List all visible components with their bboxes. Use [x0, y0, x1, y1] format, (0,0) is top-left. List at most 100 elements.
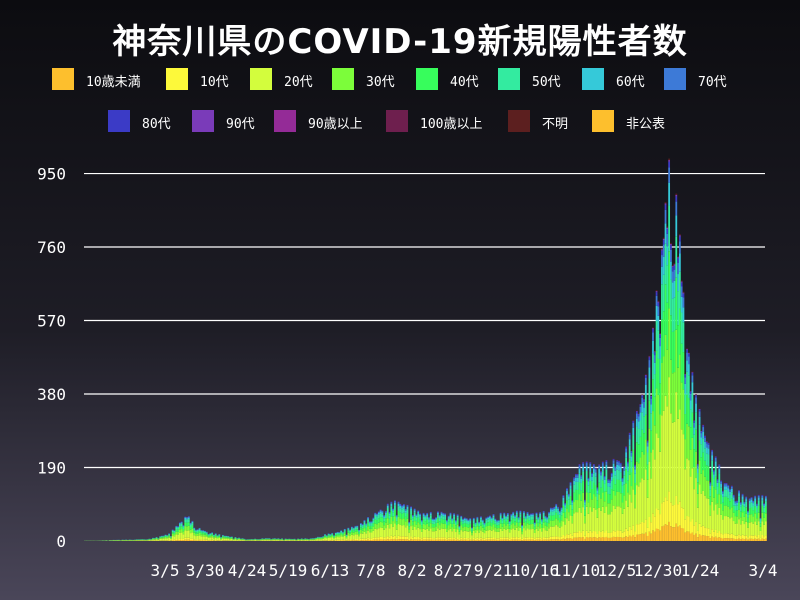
bar-segment — [220, 537, 222, 539]
bar-segment — [542, 522, 545, 529]
bar-segment — [428, 522, 430, 527]
bar-segment — [399, 512, 402, 519]
bar-segment — [187, 516, 190, 518]
bar-segment — [582, 537, 584, 541]
bar-segment — [211, 532, 214, 534]
bar-segment — [410, 539, 412, 541]
bar-segment — [465, 519, 468, 521]
bar-segment — [476, 517, 479, 519]
bar-segment — [655, 290, 658, 291]
bar-segment — [196, 535, 199, 540]
bar-segment — [431, 521, 434, 524]
bar-segment — [557, 526, 559, 537]
bar-segment — [580, 500, 583, 513]
bar-segment — [693, 434, 696, 450]
bar-segment — [431, 539, 434, 541]
bar-segment — [413, 536, 416, 540]
bar-segment — [431, 538, 434, 540]
bar-segment — [431, 519, 434, 522]
bar-segment — [714, 536, 717, 541]
bar-segment — [178, 538, 181, 541]
bar-segment — [458, 529, 461, 532]
bar-segment — [367, 539, 369, 541]
bar-segment — [394, 535, 396, 539]
bar-segment — [277, 539, 280, 541]
bar-segment — [367, 537, 369, 540]
bar-segment — [164, 536, 167, 538]
bar-segment — [718, 537, 721, 541]
bar-segment — [625, 528, 628, 537]
bar-segment — [480, 516, 482, 518]
bar-segment — [379, 527, 382, 537]
bar-segment — [632, 421, 635, 424]
bar-segment — [490, 537, 493, 540]
bar-segment — [756, 539, 758, 541]
bar-segment — [207, 535, 210, 537]
bar-segment — [377, 537, 380, 540]
bar-segment — [687, 397, 690, 427]
bar-segment — [695, 429, 697, 452]
bar-segment — [372, 530, 375, 538]
bar-segment — [524, 525, 527, 531]
bar-segment — [420, 522, 423, 526]
bar-segment — [551, 539, 554, 541]
bar-segment — [422, 537, 425, 540]
bar-segment — [689, 449, 692, 477]
bar-segment — [627, 530, 629, 538]
bar-segment — [316, 537, 319, 538]
bar-segment — [582, 530, 584, 538]
bar-segment — [397, 524, 400, 536]
bar-segment — [562, 521, 565, 536]
bar-segment — [370, 521, 373, 523]
bar-segment — [512, 513, 515, 516]
bar-segment — [641, 403, 644, 413]
bar-segment — [320, 537, 323, 538]
bar-segment — [415, 524, 418, 530]
bar-segment — [463, 523, 466, 527]
bar-segment — [546, 517, 549, 519]
bar-segment — [592, 473, 595, 483]
bar-segment — [270, 540, 273, 541]
bar-segment — [675, 196, 678, 202]
bar-segment — [686, 348, 688, 349]
bar-segment — [723, 505, 726, 517]
bar-segment — [627, 537, 629, 541]
bar-segment — [748, 538, 751, 541]
bar-segment — [351, 539, 353, 541]
bar-segment — [542, 528, 545, 538]
bar-segment — [254, 540, 257, 541]
bar-segment — [506, 519, 509, 524]
bar-segment — [453, 539, 455, 541]
bar-segment — [281, 539, 283, 541]
bar-segment — [713, 474, 715, 479]
bar-segment — [517, 526, 520, 531]
bar-segment — [671, 527, 674, 541]
bar-segment — [678, 501, 681, 526]
bar-segment — [738, 490, 740, 492]
bar-segment — [670, 526, 672, 541]
bar-segment — [182, 531, 185, 535]
bar-segment — [446, 538, 448, 540]
bar-segment — [494, 538, 497, 540]
bar-segment — [614, 475, 617, 485]
bar-segment — [575, 512, 577, 533]
bar-segment — [659, 383, 662, 415]
bar-segment — [510, 520, 513, 525]
bar-segment — [687, 353, 690, 357]
bar-segment — [573, 480, 576, 485]
bar-segment — [596, 488, 599, 491]
bar-segment — [141, 540, 144, 541]
bar-segment — [204, 540, 206, 541]
bar-segment — [691, 392, 694, 413]
bar-segment — [709, 533, 712, 539]
bar-segment — [370, 532, 373, 539]
bar-segment — [481, 527, 484, 532]
bar-segment — [178, 523, 181, 525]
bar-segment — [437, 511, 439, 513]
bar-segment — [386, 504, 389, 506]
bar-segment — [544, 518, 547, 522]
bar-segment — [535, 515, 538, 520]
bar-segment — [320, 539, 323, 541]
bar-segment — [738, 509, 740, 520]
bar-segment — [424, 521, 427, 526]
